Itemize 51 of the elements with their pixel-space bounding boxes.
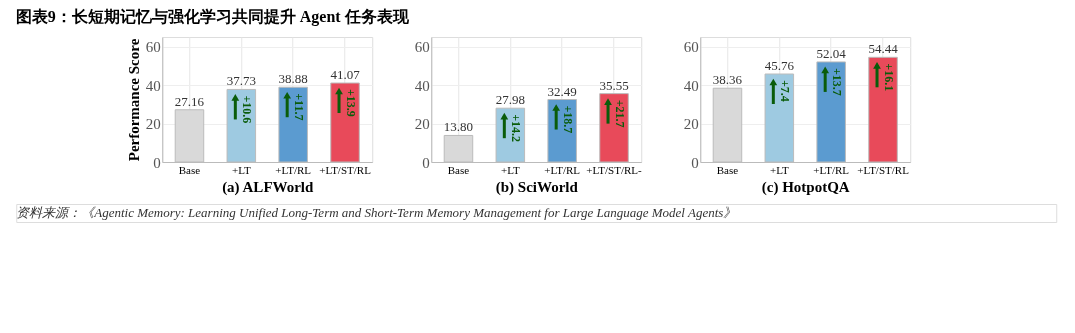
y-tick-label: 20: [683, 116, 699, 133]
data-label: 45.76: [764, 58, 795, 73]
data-label: 27.16: [174, 93, 205, 109]
x-tick-label: +LT/ST/RL-: [586, 163, 643, 176]
chart-title: 图表9：长短期记忆与强化学习共同提升 Agent 任务表现: [15, 7, 410, 26]
y-tick-label: 0: [153, 154, 161, 171]
y-tick-label: 0: [691, 154, 699, 171]
annotation: +11.7: [292, 93, 307, 121]
data-label: 38.36: [712, 72, 743, 88]
x-tick-label: +LT: [232, 163, 251, 176]
data-label: 37.73: [226, 73, 256, 89]
x-tick-label: +LT/RL: [813, 163, 850, 176]
y-tick-label: 60: [683, 39, 699, 56]
annotation: +13.7: [830, 67, 845, 96]
x-axis-title: (b) SciWorld: [495, 178, 579, 196]
y-tick-label: 40: [414, 77, 430, 94]
x-tick-label: +LT: [501, 163, 520, 176]
x-tick-label: Base: [447, 163, 470, 176]
x-tick-label: +LT: [770, 163, 789, 176]
data-label: 52.04: [816, 45, 847, 61]
y-tick-label: 40: [145, 77, 161, 94]
x-tick-label: Base: [716, 163, 739, 176]
annotation: +7.4: [778, 80, 793, 102]
y-tick-label: 20: [145, 116, 161, 133]
data-label: 41.07: [330, 67, 361, 83]
annotation: +10.6: [240, 95, 255, 124]
data-label: 13.80: [443, 119, 474, 135]
data-label: 38.88: [278, 71, 308, 87]
annotation: +13.9: [344, 89, 359, 117]
data-label: 35.55: [599, 77, 629, 93]
data-label: 32.49: [547, 83, 577, 99]
y-axis-title: Performance Score: [125, 38, 142, 162]
annotation: +16.1: [882, 63, 897, 92]
y-tick-label: 20: [414, 116, 430, 133]
x-tick-label: +LT/RL: [275, 163, 312, 176]
y-tick-label: 60: [145, 39, 161, 56]
x-axis-title: (c) HotpotQA: [761, 178, 850, 196]
x-axis-title: (a) ALFWorld: [222, 178, 315, 196]
annotation: +21.7: [613, 99, 628, 128]
y-tick-label: 40: [683, 77, 699, 94]
x-tick-label: Base: [178, 163, 201, 176]
x-tick-label: +LT/ST/RL: [857, 163, 910, 176]
y-tick-label: 60: [414, 39, 430, 56]
text: 资料来源：《Agentic Memory: Learning Unified Long-Term and Short-Term Memory Management for Large Language Model Agents》: [16, 205, 737, 220]
x-tick-label: +LT/RL: [544, 163, 581, 176]
data-label: 54.44: [868, 41, 899, 57]
annotation: +14.2: [509, 114, 524, 143]
annotation: +18.7: [561, 105, 576, 134]
x-tick-label: +LT/ST/RL: [319, 163, 372, 176]
data-label: 27.98: [495, 92, 525, 108]
y-tick-label: 0: [422, 154, 430, 171]
